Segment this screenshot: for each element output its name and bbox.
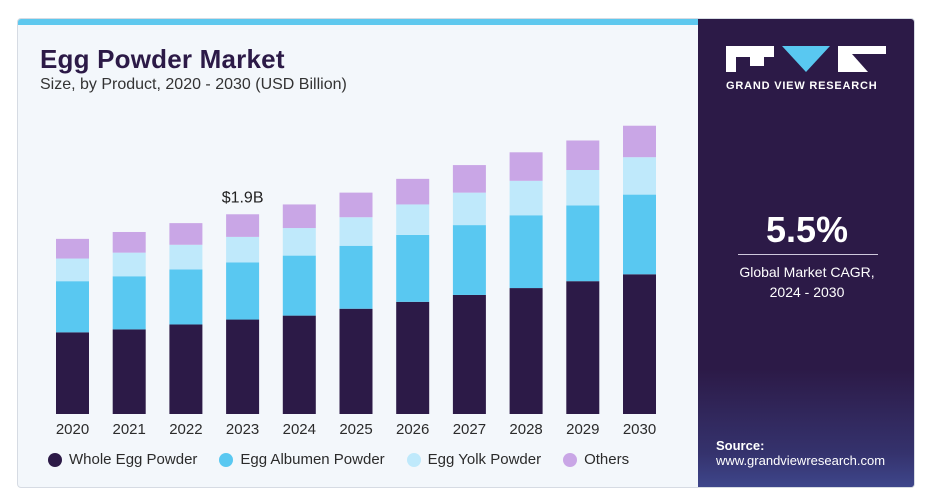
legend-item: Egg Yolk Powder — [406, 451, 542, 468]
x-tick-label-2030: 2030 — [623, 421, 656, 438]
chart-legend: Whole Egg Powder Egg Albumen Powder Egg Yo… — [48, 451, 651, 468]
bar-segment-2029-2 — [566, 170, 600, 206]
bar-segment-2023-0 — [226, 319, 260, 414]
cagr-value: 5.5% — [765, 209, 849, 250]
bar-segment-2025-1 — [339, 245, 373, 309]
bar-segment-2024-3 — [282, 204, 316, 229]
legend-item: Others — [563, 451, 629, 468]
bar-segment-2026-2 — [396, 204, 430, 235]
legend-label: Others — [584, 451, 630, 468]
x-tick-label-2026: 2026 — [396, 421, 429, 438]
bar-segment-2020-2 — [56, 258, 89, 282]
cagr-label-line1: Global Market CAGR, — [739, 264, 875, 280]
value-annotation: $1.9B — [222, 189, 264, 206]
bar-segment-2022-3 — [169, 223, 203, 245]
bar-segment-2021-3 — [112, 231, 146, 253]
bar-segment-2030-2 — [623, 157, 656, 195]
bar-segment-2027-0 — [452, 294, 486, 414]
bar-segment-2020-1 — [56, 281, 89, 333]
chart-title: Egg Powder Market — [40, 44, 285, 74]
cagr-label-line2: 2024 - 2030 — [769, 284, 845, 300]
legend-swatch — [219, 452, 234, 467]
bar-segment-2025-0 — [339, 308, 373, 414]
x-tick-label-2023: 2023 — [226, 421, 259, 438]
bar-segment-2022-1 — [169, 269, 203, 325]
bar-segment-2027-1 — [452, 225, 486, 295]
bar-segment-2030-0 — [623, 274, 656, 414]
accent-strip — [18, 19, 698, 25]
bar-segment-2023-2 — [226, 236, 260, 263]
legend-label: Egg Yolk Powder — [427, 451, 542, 468]
bar-segment-2025-3 — [339, 192, 373, 218]
x-tick-label-2020: 2020 — [56, 421, 89, 438]
bar-segment-2029-1 — [566, 205, 600, 282]
chart-panel: Egg Powder Market Size, by Product, 2020… — [18, 19, 698, 487]
panel-glow — [698, 369, 914, 487]
bar-segment-2027-3 — [452, 165, 486, 193]
bar-segment-2024-2 — [282, 228, 316, 256]
source-title: Source: — [716, 438, 765, 453]
bar-segment-2026-1 — [396, 234, 430, 302]
bar-segment-2022-0 — [169, 324, 203, 414]
x-tick-label-2022: 2022 — [169, 421, 202, 438]
legend-swatch — [48, 452, 62, 467]
bar-segment-2028-2 — [509, 180, 543, 216]
bar-segment-2026-3 — [396, 178, 430, 205]
legend-swatch — [563, 452, 578, 467]
bar-segment-2028-0 — [509, 288, 543, 414]
cagr-divider — [738, 254, 878, 255]
logo-mark-center — [782, 46, 830, 72]
x-tick-label-2029: 2029 — [566, 421, 599, 438]
bar-segment-2022-2 — [169, 244, 203, 270]
legend-label: Whole Egg Powder — [69, 451, 198, 468]
bar-segment-2030-3 — [623, 125, 656, 158]
x-tick-label-2024: 2024 — [283, 421, 316, 438]
chart-card: Egg Powder Market Size, by Product, 2020… — [17, 18, 915, 488]
x-tick-label-2025: 2025 — [339, 421, 372, 438]
legend-swatch — [406, 452, 421, 467]
legend-item: Egg Albumen Powder — [219, 451, 385, 468]
stacked-bar-chart: 2020 2021 2022 $1.9B 2023 2024 2025 2026 2027 202… — [56, 125, 656, 438]
brand-panel: GRAND VIEW RESEARCH 5.5% Global Market C… — [698, 19, 914, 487]
bar-segment-2020-3 — [56, 238, 89, 259]
chart-subtitle: Size, by Product, 2020 - 2030 (USD Billi… — [40, 76, 347, 93]
x-tick-label-2028: 2028 — [509, 421, 542, 438]
brand-logo: GRAND VIEW RESEARCH — [726, 46, 890, 92]
bar-segment-2020-0 — [56, 332, 89, 414]
brand-name: GRAND VIEW RESEARCH — [726, 80, 878, 92]
bar-segment-2025-2 — [339, 217, 373, 246]
legend-label: Egg Albumen Powder — [240, 451, 385, 468]
bar-segment-2029-3 — [566, 140, 600, 170]
bar-segment-2026-0 — [396, 301, 430, 414]
bar-segment-2030-1 — [623, 194, 656, 275]
bar-segment-2028-3 — [509, 152, 543, 181]
bar-segment-2023-1 — [226, 262, 260, 320]
bar-segment-2021-0 — [112, 329, 146, 414]
bar-segment-2027-2 — [452, 192, 486, 226]
bar-segment-2029-0 — [566, 281, 600, 414]
bar-segment-2021-1 — [112, 276, 146, 330]
legend-item: Whole Egg Powder — [48, 451, 197, 468]
bar-segment-2024-0 — [282, 315, 316, 414]
x-tick-label-2027: 2027 — [453, 421, 486, 438]
bar-segment-2024-1 — [282, 255, 316, 316]
logo-mark-right — [838, 46, 886, 72]
cagr-label: Global Market CAGR, 2024 - 2030 — [698, 262, 914, 302]
source-block: Source: www.grandviewresearch.com — [716, 438, 885, 468]
bar-segment-2028-1 — [509, 215, 543, 289]
source-link[interactable]: www.grandviewresearch.com — [716, 453, 886, 468]
bar-segment-2023-3 — [226, 214, 260, 237]
bar-segment-2021-2 — [112, 252, 146, 277]
logo-mark-left — [726, 46, 774, 72]
x-tick-label-2021: 2021 — [113, 421, 146, 438]
